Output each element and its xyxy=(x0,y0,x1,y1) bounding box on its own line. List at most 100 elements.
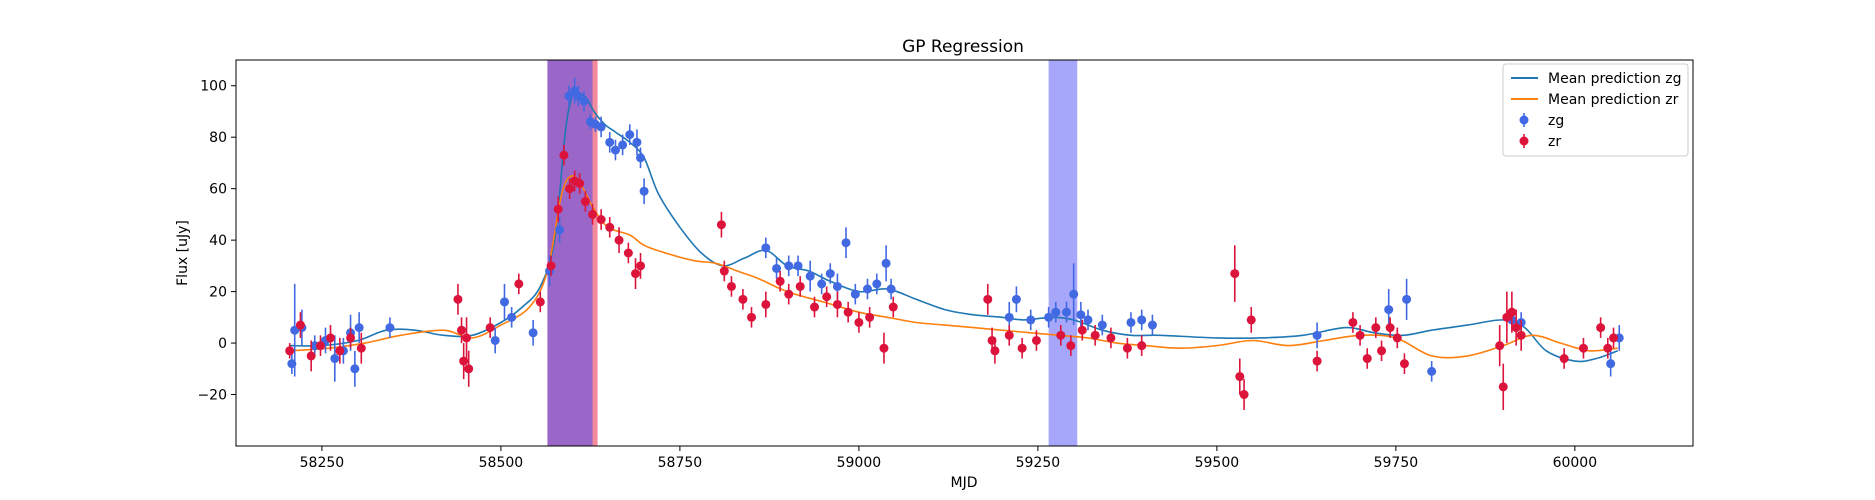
data-point xyxy=(459,356,469,366)
data-point xyxy=(1076,310,1086,320)
data-point xyxy=(850,289,860,299)
data-point xyxy=(1399,359,1409,369)
legend-box xyxy=(1502,63,1689,157)
data-point xyxy=(1004,330,1014,340)
data-point xyxy=(610,145,620,155)
y-axis-label: Flux [uJy] xyxy=(175,220,191,286)
data-point xyxy=(822,292,832,302)
data-point xyxy=(623,248,633,258)
data-point xyxy=(464,364,474,374)
chart-title: GP Regression xyxy=(902,37,1024,57)
data-point xyxy=(326,333,336,343)
data-point xyxy=(559,150,569,160)
data-point xyxy=(579,96,589,106)
data-point xyxy=(335,346,345,356)
data-point xyxy=(879,343,889,353)
data-point xyxy=(1362,354,1372,364)
data-point xyxy=(580,197,590,207)
x-tick-label: 59250 xyxy=(1016,455,1061,471)
data-point xyxy=(825,269,835,279)
data-point xyxy=(1402,294,1412,304)
data-point xyxy=(795,281,805,291)
data-point xyxy=(1069,289,1079,299)
y-tick-label: −20 xyxy=(197,388,227,404)
data-point xyxy=(810,302,820,312)
data-point xyxy=(453,294,463,304)
prediction-lines xyxy=(289,91,1619,363)
x-tick-label: 58500 xyxy=(479,455,524,471)
y-tick-label: 100 xyxy=(200,79,227,95)
data-point xyxy=(772,263,782,273)
data-point xyxy=(841,238,851,248)
shaded-region-1 xyxy=(547,60,593,446)
data-point xyxy=(490,335,500,345)
data-point xyxy=(315,341,325,351)
data-point xyxy=(832,281,842,291)
data-point xyxy=(555,225,565,235)
data-point xyxy=(639,186,649,196)
legend-marker-swatch xyxy=(1519,136,1529,146)
series-points-2 xyxy=(287,78,1624,387)
data-point xyxy=(575,179,585,189)
data-point xyxy=(546,261,556,271)
data-point xyxy=(1235,372,1245,382)
data-point xyxy=(596,122,606,132)
data-point xyxy=(888,302,898,312)
data-point xyxy=(1077,325,1087,335)
data-point xyxy=(738,294,748,304)
data-point xyxy=(290,325,300,335)
data-point xyxy=(1051,307,1061,317)
data-point xyxy=(1066,341,1076,351)
data-point xyxy=(354,323,364,333)
data-point xyxy=(1516,330,1526,340)
data-point xyxy=(485,323,495,333)
data-point xyxy=(1090,330,1100,340)
data-point xyxy=(761,299,771,309)
data-point xyxy=(1427,366,1437,376)
data-point xyxy=(350,364,360,374)
data-point xyxy=(1371,323,1381,333)
data-point xyxy=(385,323,395,333)
data-point xyxy=(1348,317,1358,327)
data-point xyxy=(1385,323,1395,333)
data-point xyxy=(784,261,794,271)
data-point xyxy=(1230,269,1240,279)
data-point xyxy=(614,235,624,245)
y-axis: −20 0 20 40 60 80 100 xyxy=(197,79,236,404)
legend-label: zr xyxy=(1548,134,1561,150)
data-point xyxy=(636,153,646,163)
data-point xyxy=(1056,330,1066,340)
legend-item-1: Mean prediction zr xyxy=(1511,92,1679,108)
data-point xyxy=(1126,317,1136,327)
data-point xyxy=(1312,356,1322,366)
series-line-0 xyxy=(289,91,1619,363)
data-point xyxy=(1578,343,1588,353)
data-point xyxy=(1495,341,1505,351)
data-point xyxy=(573,91,583,101)
data-point xyxy=(514,279,524,289)
data-point xyxy=(716,220,726,230)
data-point xyxy=(1377,346,1387,356)
data-point xyxy=(625,130,635,140)
data-point xyxy=(1312,330,1322,340)
data-point xyxy=(1498,382,1508,392)
x-tick-label: 59750 xyxy=(1374,455,1419,471)
data-point xyxy=(1137,341,1147,351)
data-point xyxy=(886,284,896,294)
data-point xyxy=(862,284,872,294)
data-point xyxy=(865,312,875,322)
x-tick-label: 58250 xyxy=(300,455,345,471)
data-point xyxy=(1606,359,1616,369)
data-point xyxy=(295,320,305,330)
data-point xyxy=(1026,315,1036,325)
y-tick-label: 80 xyxy=(209,130,227,146)
data-point xyxy=(636,261,646,271)
legend-item-0: Mean prediction zg xyxy=(1511,71,1682,87)
data-point xyxy=(1355,330,1365,340)
data-point xyxy=(1596,323,1606,333)
data-point xyxy=(462,333,472,343)
data-point xyxy=(746,312,756,322)
data-point xyxy=(990,346,1000,356)
data-point xyxy=(843,307,853,317)
data-point xyxy=(1392,333,1402,343)
